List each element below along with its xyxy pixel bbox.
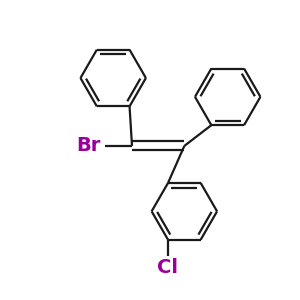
Text: Br: Br [76, 136, 101, 155]
Text: Cl: Cl [158, 258, 178, 277]
